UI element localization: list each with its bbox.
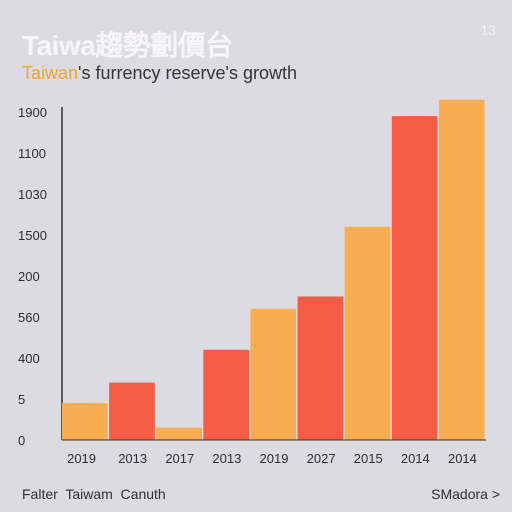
x-tick-label: 2014 bbox=[448, 451, 477, 466]
subtitle-text: 's furrency reserve's growth bbox=[78, 63, 297, 83]
bar bbox=[344, 226, 391, 440]
x-tick-label: 2014 bbox=[401, 451, 430, 466]
x-tick-label: 2019 bbox=[260, 451, 289, 466]
x-tick-label: 2019 bbox=[67, 451, 96, 466]
bar bbox=[109, 382, 155, 440]
chart-subtitle: Taiwan's furrency reserve's growth bbox=[22, 63, 297, 84]
y-tick-label: 200 bbox=[18, 269, 40, 284]
y-tick-label: 5 bbox=[18, 392, 25, 407]
y-tick-label: 1900 bbox=[18, 105, 47, 120]
bar bbox=[156, 427, 202, 440]
x-tick-label: 2015 bbox=[354, 451, 383, 466]
footer-text-left: Falter Taiwam Canuth bbox=[22, 486, 166, 502]
x-tick-label: 2027 bbox=[307, 451, 336, 466]
y-tick-label: 400 bbox=[18, 351, 40, 366]
y-tick-label: 0 bbox=[18, 433, 25, 448]
footer-text-right[interactable]: SMadora > bbox=[431, 486, 500, 502]
x-tick-label: 2013 bbox=[118, 451, 147, 466]
y-tick-label: 1030 bbox=[18, 187, 47, 202]
x-tick-label: 2017 bbox=[165, 451, 194, 466]
bar bbox=[250, 308, 297, 440]
bar bbox=[438, 99, 485, 440]
subtitle-highlight: Taiwan bbox=[22, 63, 79, 83]
y-tick-label: 1500 bbox=[18, 228, 47, 243]
bar-chart-svg: 0 5 400 560 200 1500 1030 1100 1900 2019 2013 2017 2… bbox=[18, 99, 486, 466]
y-tick-label: 1100 bbox=[18, 146, 46, 161]
bar bbox=[62, 403, 108, 440]
bar bbox=[203, 349, 250, 440]
bar bbox=[391, 116, 438, 440]
x-tick-label: 2013 bbox=[212, 451, 241, 466]
y-tick-label: 560 bbox=[18, 310, 40, 325]
chart-title: Taiwa趨勢劃價台 bbox=[22, 30, 233, 61]
bar bbox=[297, 296, 344, 440]
bar-chart: 0 5 400 560 200 1500 1030 1100 1900 2019 2013 2017 2… bbox=[0, 95, 512, 480]
page-number: 13 bbox=[480, 22, 496, 38]
